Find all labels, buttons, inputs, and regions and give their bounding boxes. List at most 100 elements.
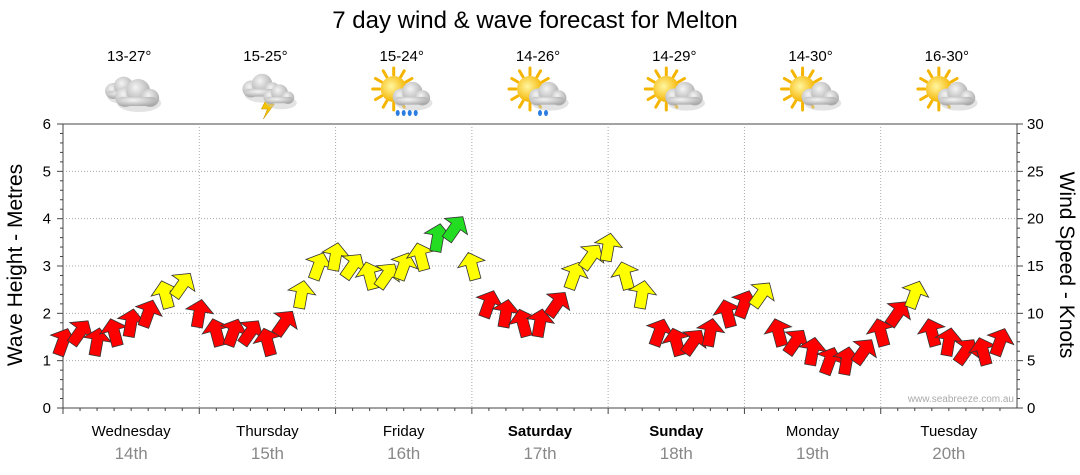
wind-arrow-shape [390, 252, 419, 282]
sun-ray [381, 99, 389, 109]
cloudy-icon [105, 76, 162, 112]
rain-drop [407, 110, 412, 116]
day-name-label: Wednesday [92, 423, 171, 440]
watermark: www.seabreeze.com.au [907, 394, 1014, 405]
sun-ray [374, 94, 384, 101]
day-name-label: Tuesday [920, 423, 977, 440]
day-date-label: 16th [387, 444, 420, 463]
wind-arrow [577, 244, 605, 272]
sun-ray [404, 77, 414, 84]
wind-arrow-shape [627, 280, 658, 310]
wind-arrow-shape [169, 273, 196, 301]
sun-ray [949, 77, 959, 84]
wind-arrow [405, 242, 435, 272]
right-tick-label: 30 [1027, 116, 1044, 133]
temperature-range: 13-27° [107, 48, 151, 65]
wind-arrow [169, 273, 196, 301]
sun-ray [808, 69, 815, 79]
wind-arrow-shape [373, 263, 400, 291]
sun-ray [671, 69, 679, 79]
day-name-label: Thursday [236, 423, 299, 440]
wind-arrow-shape [748, 282, 775, 310]
sun-ray [919, 77, 929, 84]
daily-weather-header: 13-27° 15-25° 15-24° 14-26° 14-29° 14-30° 16-3… [105, 48, 978, 120]
wind-arrow [850, 339, 877, 367]
sun-ray [510, 94, 520, 101]
wind-arrow [748, 282, 775, 310]
rain-drop [413, 110, 418, 116]
wind-arrow [916, 318, 946, 348]
day-date-label: 17th [523, 444, 556, 463]
cloud-base [394, 97, 429, 105]
sun-ray [926, 99, 934, 109]
left-tick-label: 0 [43, 400, 51, 417]
left-tick-label: 4 [43, 211, 51, 228]
sun-cloud-icon [643, 66, 705, 112]
wind-arrow-shape [271, 310, 298, 339]
right-tick-label: 25 [1027, 163, 1044, 180]
sun-ray [518, 69, 525, 79]
wind-arrow-shape [525, 308, 556, 339]
rain-drop [544, 110, 548, 116]
wind-arrow-shape [441, 216, 469, 244]
rain-drop [538, 110, 542, 116]
cloud-base [264, 97, 293, 104]
left-axis-title: Wave Height - Metres [4, 164, 27, 366]
sun-ray [646, 77, 656, 84]
wind-arrow [986, 328, 1015, 358]
temperature-range: 15-25° [243, 48, 287, 65]
day-date-label: 14th [115, 444, 148, 463]
sun-cloud-icon [916, 66, 978, 112]
wind-arrow [543, 291, 571, 320]
cloud-base [530, 97, 565, 105]
chart-title: 7 day wind & wave forecast for Melton [332, 7, 738, 34]
wind-arrow-shape [901, 280, 930, 310]
wind-arrow-shape [184, 299, 215, 329]
sun-ray [646, 94, 656, 101]
wind-arrow-shape [82, 327, 113, 357]
wind-arrow [441, 216, 469, 244]
left-tick-label: 2 [43, 305, 51, 322]
sun-ray [790, 99, 798, 109]
sun-rain-icon [371, 66, 433, 116]
day-date-label: 20th [932, 444, 965, 463]
sun-ray [944, 69, 951, 79]
sun-ray [926, 69, 934, 79]
cloud-base [803, 97, 838, 105]
wind-arrow [627, 280, 658, 310]
wind-arrow [695, 317, 726, 348]
right-tick-label: 15 [1027, 258, 1044, 275]
storm-icon [242, 73, 297, 120]
wind-arrow [680, 329, 707, 357]
rain-drop [401, 110, 406, 116]
day-date-label: 19th [796, 444, 829, 463]
day-date-label: 15th [251, 444, 284, 463]
wind-arrow [456, 251, 487, 282]
day-name-label: Friday [383, 423, 425, 440]
sun-ray [790, 69, 798, 79]
wind-arrow-shape [456, 251, 487, 282]
wind-arrow-shape [560, 261, 589, 292]
wind-arrow [390, 252, 419, 282]
rain-drop [395, 110, 400, 116]
left-tick-label: 6 [43, 116, 51, 133]
wind-arrow-shape [916, 318, 946, 348]
wind-arrow-shape [680, 329, 707, 357]
right-tick-label: 0 [1027, 400, 1035, 417]
wind-arrow [134, 299, 163, 329]
sun-ray [535, 69, 542, 79]
temperature-range: 15-24° [380, 48, 424, 65]
wind-arrow [184, 299, 215, 329]
wind-arrow-series [49, 216, 1015, 377]
wind-arrow [901, 280, 930, 310]
left-tick-label: 1 [43, 353, 51, 370]
wind-arrow-shape [593, 232, 624, 263]
wind-arrow-shape [695, 317, 726, 348]
wind-arrow-shape [952, 339, 980, 367]
left-axis-wave-height: 0 1 2 3 4 5 6 [43, 116, 63, 417]
temperature-range: 16-30° [925, 48, 969, 65]
cloud-base [939, 97, 974, 105]
sun-ray [782, 77, 792, 84]
wind-arrow-shape [405, 242, 435, 272]
